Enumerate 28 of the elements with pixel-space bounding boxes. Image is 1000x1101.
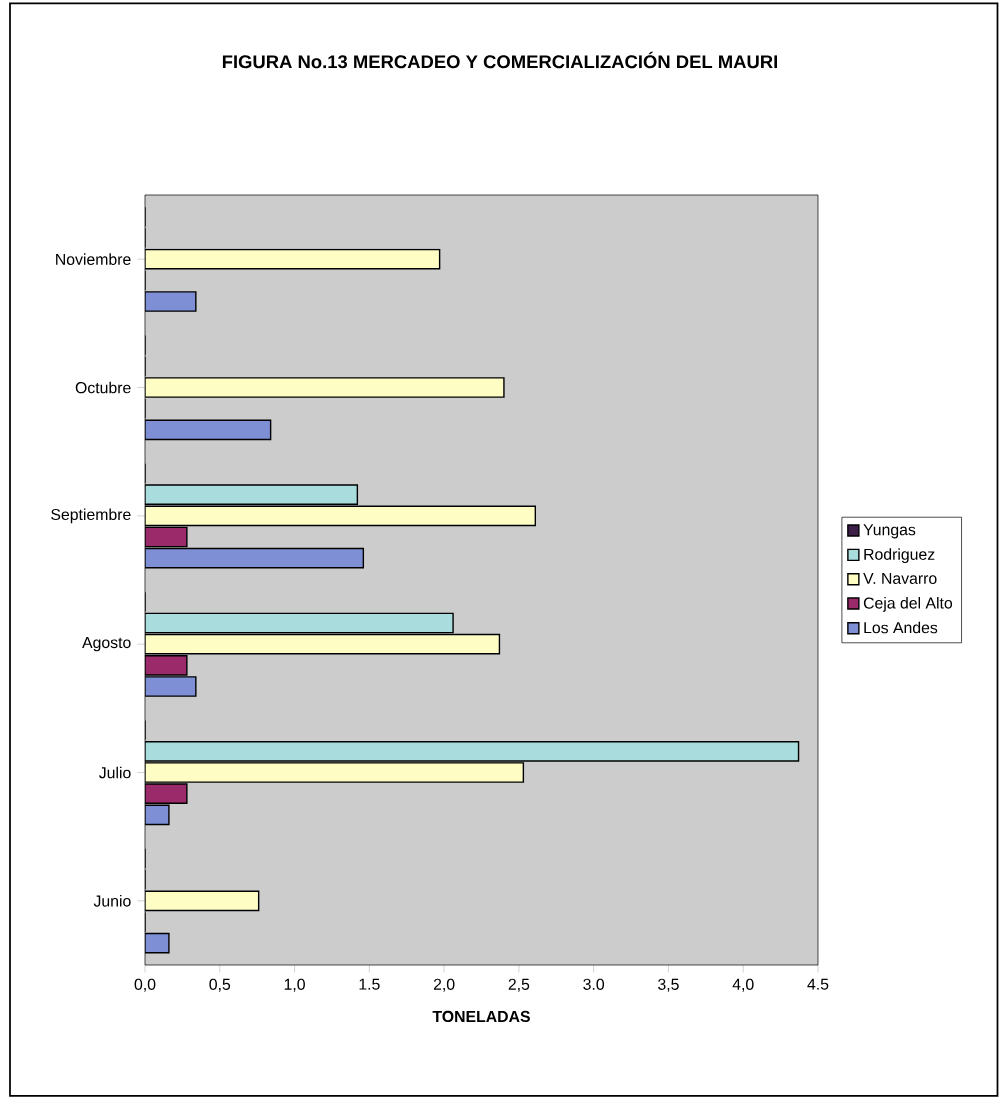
x-tick-label: 3.0 xyxy=(583,978,605,990)
y-tick-label: Septiembre xyxy=(51,508,131,524)
legend-label: Rodriguez xyxy=(864,548,935,564)
legend-label: Ceja del Alto xyxy=(863,597,953,612)
bar xyxy=(144,740,800,762)
legend-label: Los Andes xyxy=(864,621,938,634)
x-axis-title: TONELADAS xyxy=(432,1010,530,1023)
y-tick-label: Octubre xyxy=(75,381,131,394)
x-tick-label: 1,0 xyxy=(284,978,305,992)
y-tick-label: Noviembre xyxy=(56,253,131,265)
legend-label: V. Navarro xyxy=(863,572,937,584)
y-tick-label: Agosto xyxy=(82,637,131,652)
bar xyxy=(144,419,272,441)
x-tick-label: 0,0 xyxy=(134,978,156,992)
chart-title: FIGURA No.13 MERCADEO Y COMERCIALIZACIÓN DEL MAURI xyxy=(222,51,778,69)
x-tick-label: 0,5 xyxy=(209,978,231,992)
y-tick-label: Junio xyxy=(93,895,131,907)
y-tick-label: Julio xyxy=(99,766,131,779)
x-tick-label: 4,0 xyxy=(732,978,754,992)
x-tick-label: 4.5 xyxy=(807,978,829,990)
bar xyxy=(144,547,365,569)
x-tick-label: 1.5 xyxy=(359,978,380,990)
x-tick-label: 3,5 xyxy=(658,978,679,992)
legend-label: Yungas xyxy=(863,524,916,539)
bar xyxy=(144,484,359,505)
x-tick-label: 2,0 xyxy=(433,978,455,992)
bar xyxy=(144,612,454,634)
x-tick-label: 2,5 xyxy=(508,978,530,992)
